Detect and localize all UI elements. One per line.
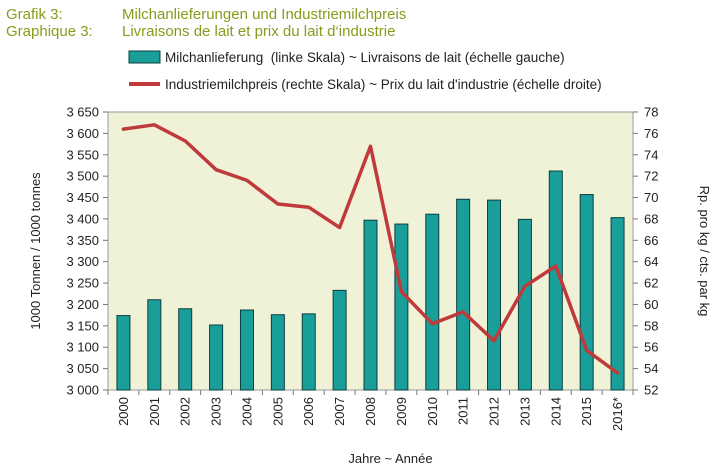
right-tick-label: 74 — [644, 147, 658, 162]
bar — [456, 198, 471, 391]
bar — [425, 213, 440, 391]
x-tick-label: 2014 — [548, 397, 563, 426]
bar — [147, 299, 162, 391]
bar — [517, 218, 532, 391]
left-tick-label: 3 050 — [66, 361, 99, 376]
left-tick-label: 3 450 — [66, 190, 99, 205]
x-tick-label: 2005 — [270, 397, 285, 426]
x-tick-label: 2010 — [425, 397, 440, 426]
x-tick-label: 2015 — [579, 397, 594, 426]
left-tick-label: 3 300 — [66, 254, 99, 269]
x-tick-label: 2007 — [332, 397, 347, 426]
x-tick-label: 2002 — [178, 397, 193, 426]
left-tick-label: 3 350 — [66, 233, 99, 248]
bar — [610, 217, 625, 391]
left-tick-label: 3 100 — [66, 340, 99, 355]
left-tick-label: 3 000 — [66, 383, 99, 398]
x-axis-title: Jahre ~ Année — [348, 451, 432, 466]
bar — [394, 223, 409, 391]
right-tick-label: 78 — [644, 105, 658, 120]
right-tick-label: 60 — [644, 297, 658, 312]
header-title-de: Milchanlieferungen und Industriemilchpre… — [122, 6, 407, 23]
right-tick-label: 76 — [644, 126, 658, 141]
bar — [116, 315, 131, 391]
header-title-fr: Livraisons de lait et prix du lait d‘ind… — [122, 23, 396, 40]
left-axis-title: 1000 Tonnen / 1000 tonnes — [28, 172, 43, 330]
header-label-fr: Graphique 3: — [6, 23, 93, 40]
x-tick-label: 2013 — [517, 397, 532, 426]
left-tick-label: 3 650 — [66, 105, 99, 120]
bar — [301, 313, 316, 391]
header-label-de: Grafik 3: — [6, 6, 63, 23]
x-tick-label: 2009 — [394, 397, 409, 426]
right-tick-label: 68 — [644, 211, 658, 226]
left-tick-label: 3 600 — [66, 126, 99, 141]
right-tick-label: 62 — [644, 276, 658, 291]
legend-bar-label: Milchanlieferung (linke Skala) ~ Livrais… — [165, 50, 565, 65]
x-tick-label: 2011 — [456, 397, 471, 425]
x-tick-label: 2006 — [301, 397, 316, 426]
legend-bar-swatch — [128, 50, 161, 64]
x-tick-label: 2001 — [147, 397, 162, 426]
x-tick-label: 2000 — [116, 397, 131, 426]
bar — [363, 219, 378, 391]
left-tick-label: 3 250 — [66, 276, 99, 291]
bar — [270, 314, 285, 391]
left-tick-label: 3 150 — [66, 318, 99, 333]
bar — [209, 324, 224, 391]
right-tick-label: 64 — [644, 254, 658, 269]
left-tick-label: 3 550 — [66, 147, 99, 162]
bar — [332, 289, 347, 391]
bar — [487, 199, 502, 391]
x-tick-label: 2003 — [209, 397, 224, 426]
right-axis-title: Rp. pro kg / cts. par kg — [697, 186, 712, 317]
legend-line-label: Industriemilchpreis (rechte Skala) ~ Pri… — [165, 77, 602, 92]
left-tick-label: 3 400 — [66, 211, 99, 226]
bar — [239, 309, 254, 391]
bar — [178, 308, 193, 391]
left-tick-label: 3 500 — [66, 169, 99, 184]
x-tick-label: 2012 — [487, 397, 502, 426]
right-tick-label: 54 — [644, 361, 658, 376]
bar — [579, 194, 594, 391]
x-tick-label: 2016* — [610, 397, 625, 431]
right-tick-label: 52 — [644, 383, 658, 398]
price-line — [121, 123, 620, 375]
right-tick-label: 72 — [644, 169, 658, 184]
right-tick-label: 56 — [644, 340, 658, 355]
left-tick-label: 3 200 — [66, 297, 99, 312]
right-tick-label: 70 — [644, 190, 658, 205]
right-tick-label: 66 — [644, 233, 658, 248]
right-tick-label: 58 — [644, 318, 658, 333]
x-tick-label: 2004 — [239, 397, 254, 426]
x-tick-label: 2008 — [363, 397, 378, 426]
